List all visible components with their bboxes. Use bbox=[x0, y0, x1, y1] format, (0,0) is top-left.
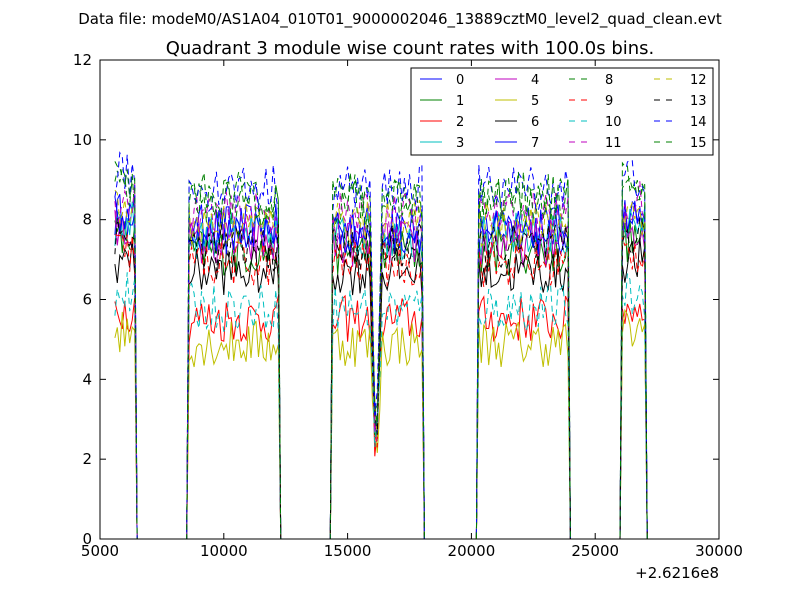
y-tick-label: 12 bbox=[73, 51, 92, 69]
legend-box bbox=[410, 67, 714, 156]
y-tick-label: 2 bbox=[82, 450, 92, 468]
x-axis-offset-label: +2.6216e8 bbox=[635, 564, 719, 582]
legend-label-8: 8 bbox=[605, 73, 613, 88]
series-line-2 bbox=[114, 294, 648, 539]
legend-label-0: 0 bbox=[456, 73, 464, 88]
y-tick-label: 8 bbox=[82, 211, 92, 229]
legend-label-15: 15 bbox=[690, 136, 707, 151]
y-tick-label: 6 bbox=[82, 291, 92, 309]
chart-supertitle: Data file: modeM0/AS1A04_010T01_90000020… bbox=[78, 10, 722, 29]
x-tick-label: 15000 bbox=[324, 542, 372, 560]
x-axis: 5000 10000 15000 20000 25000 30000 bbox=[81, 60, 743, 560]
legend-label-10: 10 bbox=[605, 115, 622, 130]
y-tick-label: 10 bbox=[73, 131, 92, 149]
legend-label-1: 1 bbox=[456, 94, 464, 109]
legend-label-14: 14 bbox=[690, 115, 707, 130]
x-tick-label: 30000 bbox=[695, 542, 743, 560]
legend-label-6: 6 bbox=[531, 115, 539, 130]
series-line-14 bbox=[114, 151, 648, 539]
legend-label-12: 12 bbox=[690, 73, 707, 88]
x-tick-label: 20000 bbox=[448, 542, 496, 560]
y-tick-label: 4 bbox=[82, 370, 92, 388]
x-tick-label: 10000 bbox=[200, 542, 248, 560]
chart-title: Quadrant 3 module wise count rates with … bbox=[166, 38, 655, 59]
legend-label-5: 5 bbox=[531, 94, 539, 109]
legend-label-7: 7 bbox=[531, 136, 539, 151]
legend-label-11: 11 bbox=[605, 136, 622, 151]
series-line-10 bbox=[114, 272, 648, 539]
series-line-12 bbox=[114, 189, 648, 539]
x-tick-label: 5000 bbox=[81, 542, 119, 560]
series-line-13 bbox=[114, 216, 648, 539]
series-line-11 bbox=[114, 181, 648, 539]
series-line-5 bbox=[114, 308, 648, 539]
y-tick-label: 0 bbox=[82, 530, 92, 548]
legend-label-13: 13 bbox=[690, 94, 707, 109]
legend-label-3: 3 bbox=[456, 136, 464, 151]
x-tick-label: 25000 bbox=[571, 542, 619, 560]
legend-label-9: 9 bbox=[605, 94, 613, 109]
legend-label-2: 2 bbox=[456, 115, 464, 130]
legend-label-4: 4 bbox=[531, 73, 539, 88]
plot-area bbox=[114, 151, 648, 539]
